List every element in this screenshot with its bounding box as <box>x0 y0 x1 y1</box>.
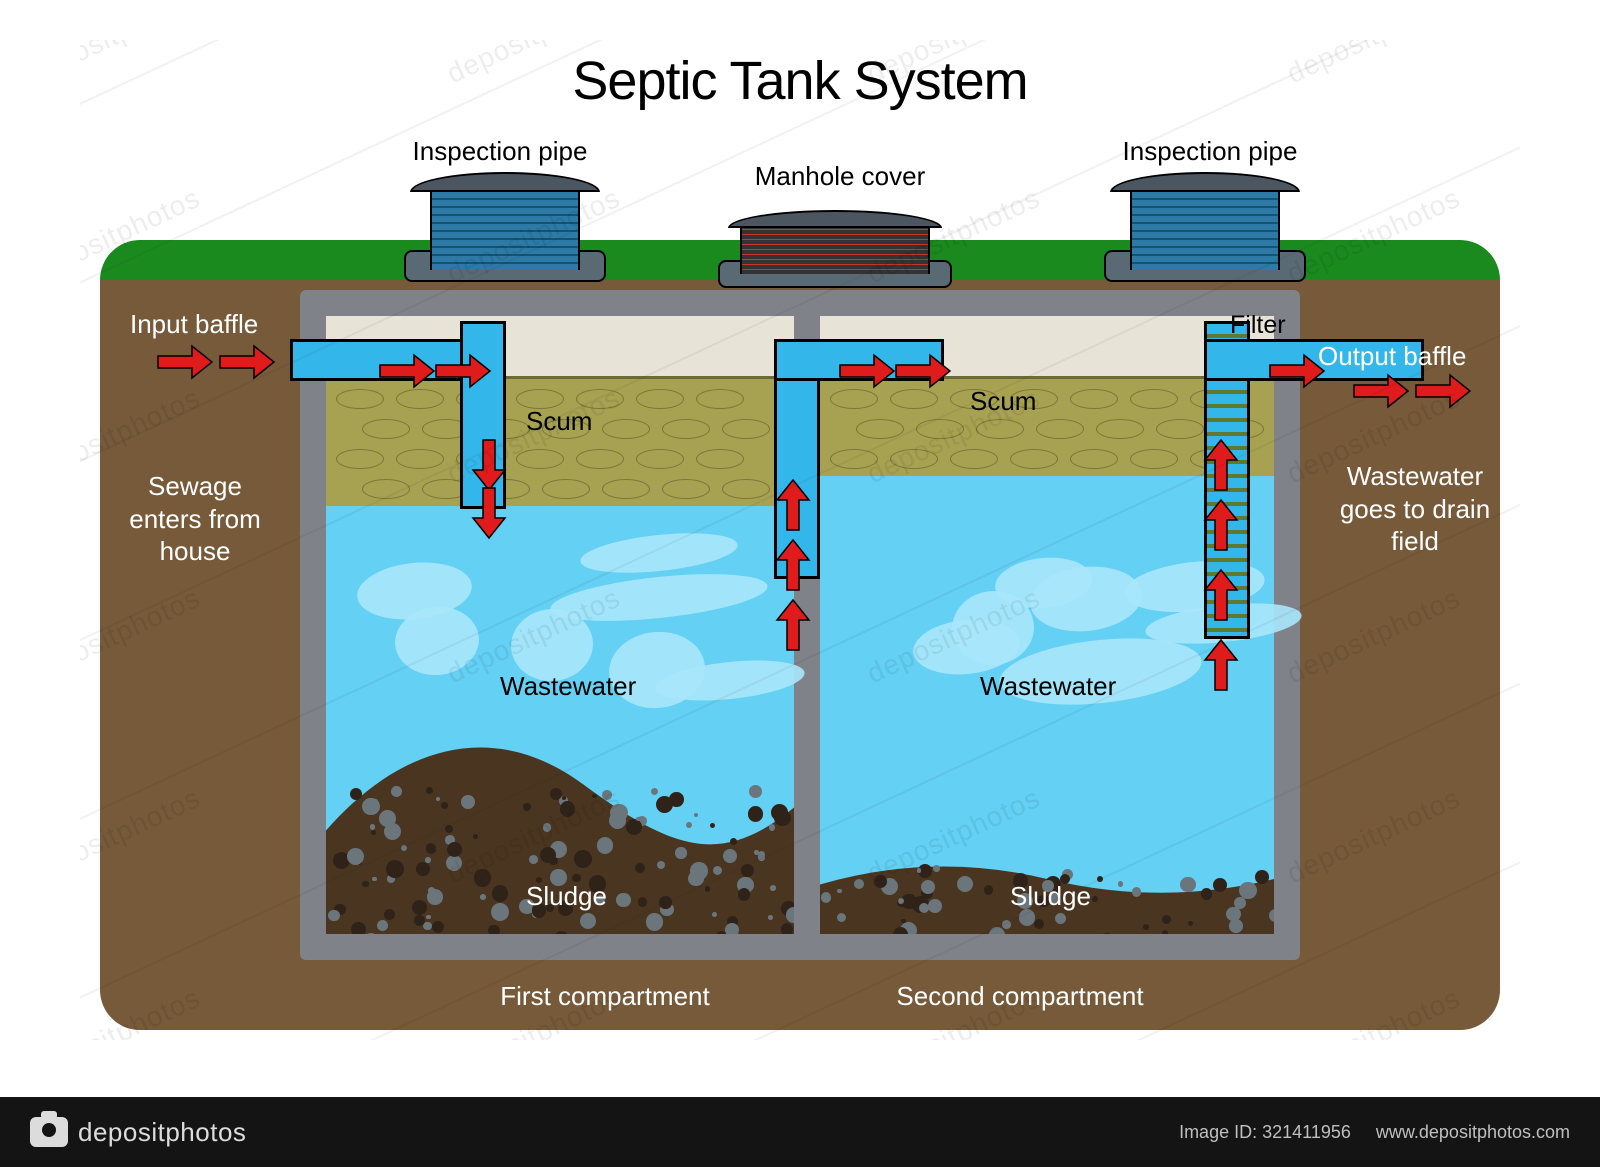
label-scum-1: Scum <box>526 405 592 438</box>
label-filter: Filter <box>1230 310 1286 341</box>
label-input-baffle: Input baffle <box>130 308 258 341</box>
label-wastewater-2: Wastewater <box>980 670 1116 703</box>
label-waste-out: Wastewater goes to drain field <box>1325 460 1505 558</box>
footer-image-id-label: Image ID: <box>1179 1122 1257 1142</box>
label-first-compartment: First compartment <box>445 980 765 1013</box>
label-manhole: Manhole cover <box>700 160 980 193</box>
camera-icon <box>30 1117 68 1147</box>
label-sludge-1: Sludge <box>526 880 607 913</box>
diagram-stage: Septic Tank System <box>80 40 1520 1040</box>
footer-bar: depositphotos Image ID: 321411956 www.de… <box>0 1097 1600 1167</box>
label-inspection-right: Inspection pipe <box>1080 135 1340 168</box>
label-output-baffle: Output baffle <box>1318 340 1466 373</box>
label-wastewater-1: Wastewater <box>500 670 636 703</box>
label-second-compartment: Second compartment <box>850 980 1190 1013</box>
footer-url: www.depositphotos.com <box>1376 1122 1570 1142</box>
footer-image-id: 321411956 <box>1262 1122 1351 1142</box>
label-sewage-in: Sewage enters from house <box>110 470 280 568</box>
footer-brand: depositphotos <box>78 1117 246 1148</box>
label-sludge-2: Sludge <box>1010 880 1091 913</box>
label-inspection-left: Inspection pipe <box>370 135 630 168</box>
label-scum-2: Scum <box>970 385 1036 418</box>
